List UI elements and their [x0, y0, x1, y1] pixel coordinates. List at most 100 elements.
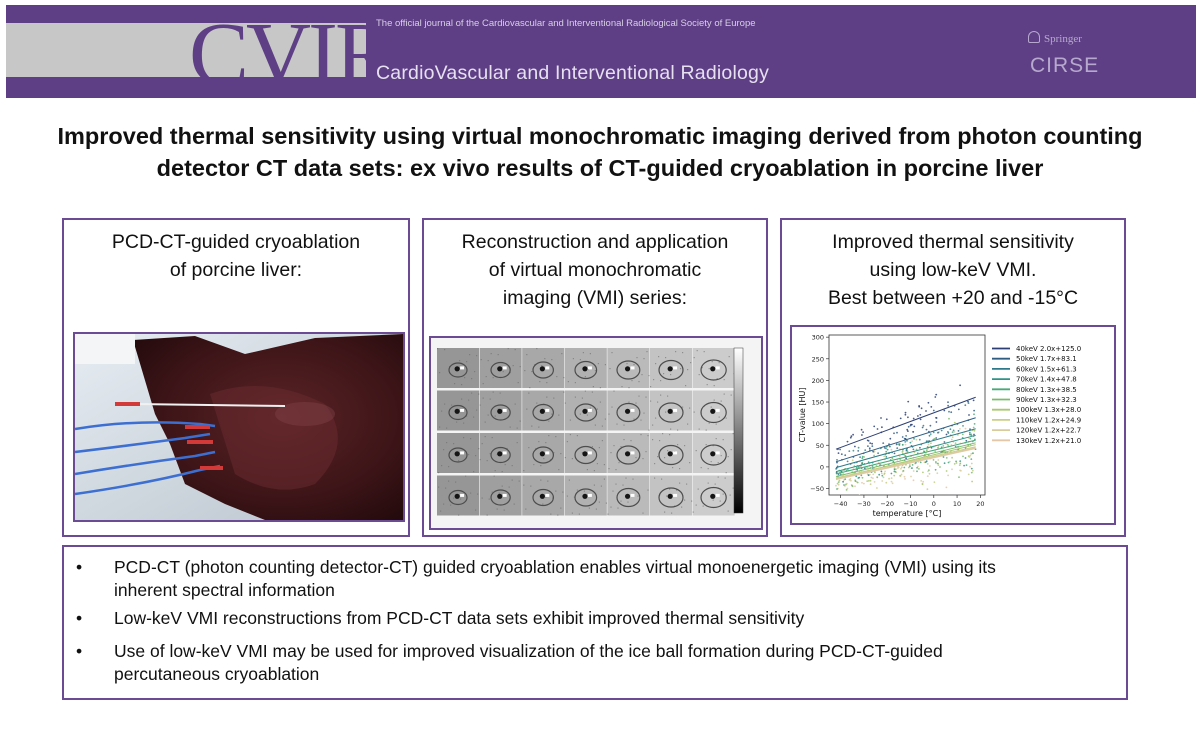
- data-point: [922, 471, 924, 474]
- data-point: [883, 447, 886, 449]
- data-point: [861, 481, 863, 484]
- data-point: [925, 460, 928, 463]
- panel-heading-line: Best between +20 and -15°C: [827, 287, 1079, 309]
- data-point: [900, 466, 903, 469]
- data-point: [883, 455, 886, 458]
- porcine-liver-photo: [73, 332, 405, 522]
- vmi-slice: [650, 390, 692, 431]
- data-point: [946, 443, 949, 446]
- data-point: [964, 457, 967, 459]
- data-point: [906, 439, 908, 442]
- data-point: [899, 458, 902, 461]
- data-point: [845, 489, 848, 491]
- data-point: [869, 442, 872, 444]
- data-point: [945, 470, 948, 472]
- data-point: [969, 454, 972, 457]
- data-point: [876, 476, 879, 479]
- data-point: [901, 444, 904, 446]
- data-point: [926, 488, 929, 491]
- data-point: [854, 480, 857, 482]
- data-point: [848, 479, 851, 481]
- data-point: [932, 459, 935, 461]
- data-point: [860, 474, 863, 477]
- data-point: [866, 480, 869, 482]
- data-point: [935, 437, 938, 439]
- x-tick-label: −30: [857, 500, 871, 508]
- data-point: [945, 486, 948, 489]
- panel-heading-line: of virtual monochromatic: [488, 259, 702, 281]
- data-point: [940, 429, 943, 432]
- society-logo: CIRSE: [1030, 54, 1100, 77]
- data-point: [863, 456, 865, 458]
- data-point: [951, 431, 954, 433]
- data-point: [945, 457, 948, 459]
- data-point: [915, 448, 918, 451]
- legend-label: 110keV 1.2x+24.9: [1016, 416, 1081, 424]
- data-point: [963, 464, 965, 467]
- data-point: [843, 484, 845, 486]
- data-point: [867, 480, 870, 482]
- data-point: [885, 450, 888, 453]
- data-point: [873, 425, 876, 428]
- legend-label: 60keV 1.5x+61.3: [1016, 365, 1077, 373]
- data-point: [935, 393, 938, 396]
- data-point: [867, 474, 870, 477]
- data-point: [964, 404, 967, 407]
- data-point: [871, 445, 874, 447]
- data-point: [959, 460, 962, 462]
- data-point: [899, 417, 902, 420]
- scatter-points: [835, 384, 977, 495]
- legend-label: 130keV 1.2x+21.0: [1016, 437, 1081, 445]
- data-point: [937, 459, 940, 461]
- panel-heading-line: using low-keV VMI.: [869, 259, 1037, 281]
- data-point: [858, 494, 861, 495]
- fit-line: [835, 442, 976, 478]
- data-point: [872, 477, 874, 479]
- data-point: [919, 461, 922, 464]
- data-point: [947, 401, 949, 404]
- data-point: [872, 450, 874, 453]
- data-point: [918, 468, 920, 470]
- data-point: [962, 455, 964, 458]
- data-point: [911, 440, 913, 443]
- data-point: [890, 472, 893, 475]
- data-point: [928, 434, 931, 437]
- data-point: [904, 413, 907, 416]
- data-point: [943, 441, 946, 443]
- springer-horse-icon: [1028, 31, 1040, 43]
- data-point: [959, 428, 961, 430]
- data-point: [849, 436, 852, 439]
- data-point: [957, 434, 959, 436]
- data-point: [890, 480, 893, 483]
- data-point: [905, 435, 907, 437]
- bullet-glyph: •: [76, 557, 83, 577]
- data-point: [837, 452, 840, 454]
- data-point: [880, 472, 883, 475]
- legend-label: 100keV 1.3x+28.0: [1016, 406, 1081, 414]
- vmi-slice: [692, 348, 735, 388]
- data-point: [957, 408, 960, 411]
- bullet-glyph: •: [76, 608, 83, 628]
- data-point: [937, 462, 939, 465]
- data-point: [850, 479, 852, 482]
- data-point: [843, 479, 845, 481]
- data-point: [900, 467, 902, 470]
- data-point: [919, 418, 922, 421]
- vmi-slice: [522, 433, 565, 473]
- fit-line: [835, 428, 976, 469]
- panel-heading-line: Improved thermal sensitivity: [832, 231, 1074, 253]
- publisher-name: Springer: [1044, 33, 1082, 45]
- panel-cryoablation: PCD-CT-guided cryoablation of porcine li…: [62, 218, 410, 537]
- list-item-line: inherent spectral information: [114, 580, 335, 600]
- bullet-glyph: •: [76, 641, 83, 661]
- data-point: [882, 442, 885, 444]
- data-point: [951, 468, 953, 471]
- y-tick-label: 100: [812, 420, 824, 428]
- data-point: [952, 429, 955, 432]
- y-tick-label: −50: [810, 485, 824, 493]
- data-point: [907, 466, 910, 469]
- vmi-slice: [479, 475, 522, 516]
- data-point: [933, 481, 936, 484]
- panel-heading: PCD-CT-guided cryoablation of porcine li…: [64, 228, 408, 284]
- data-point: [921, 426, 924, 429]
